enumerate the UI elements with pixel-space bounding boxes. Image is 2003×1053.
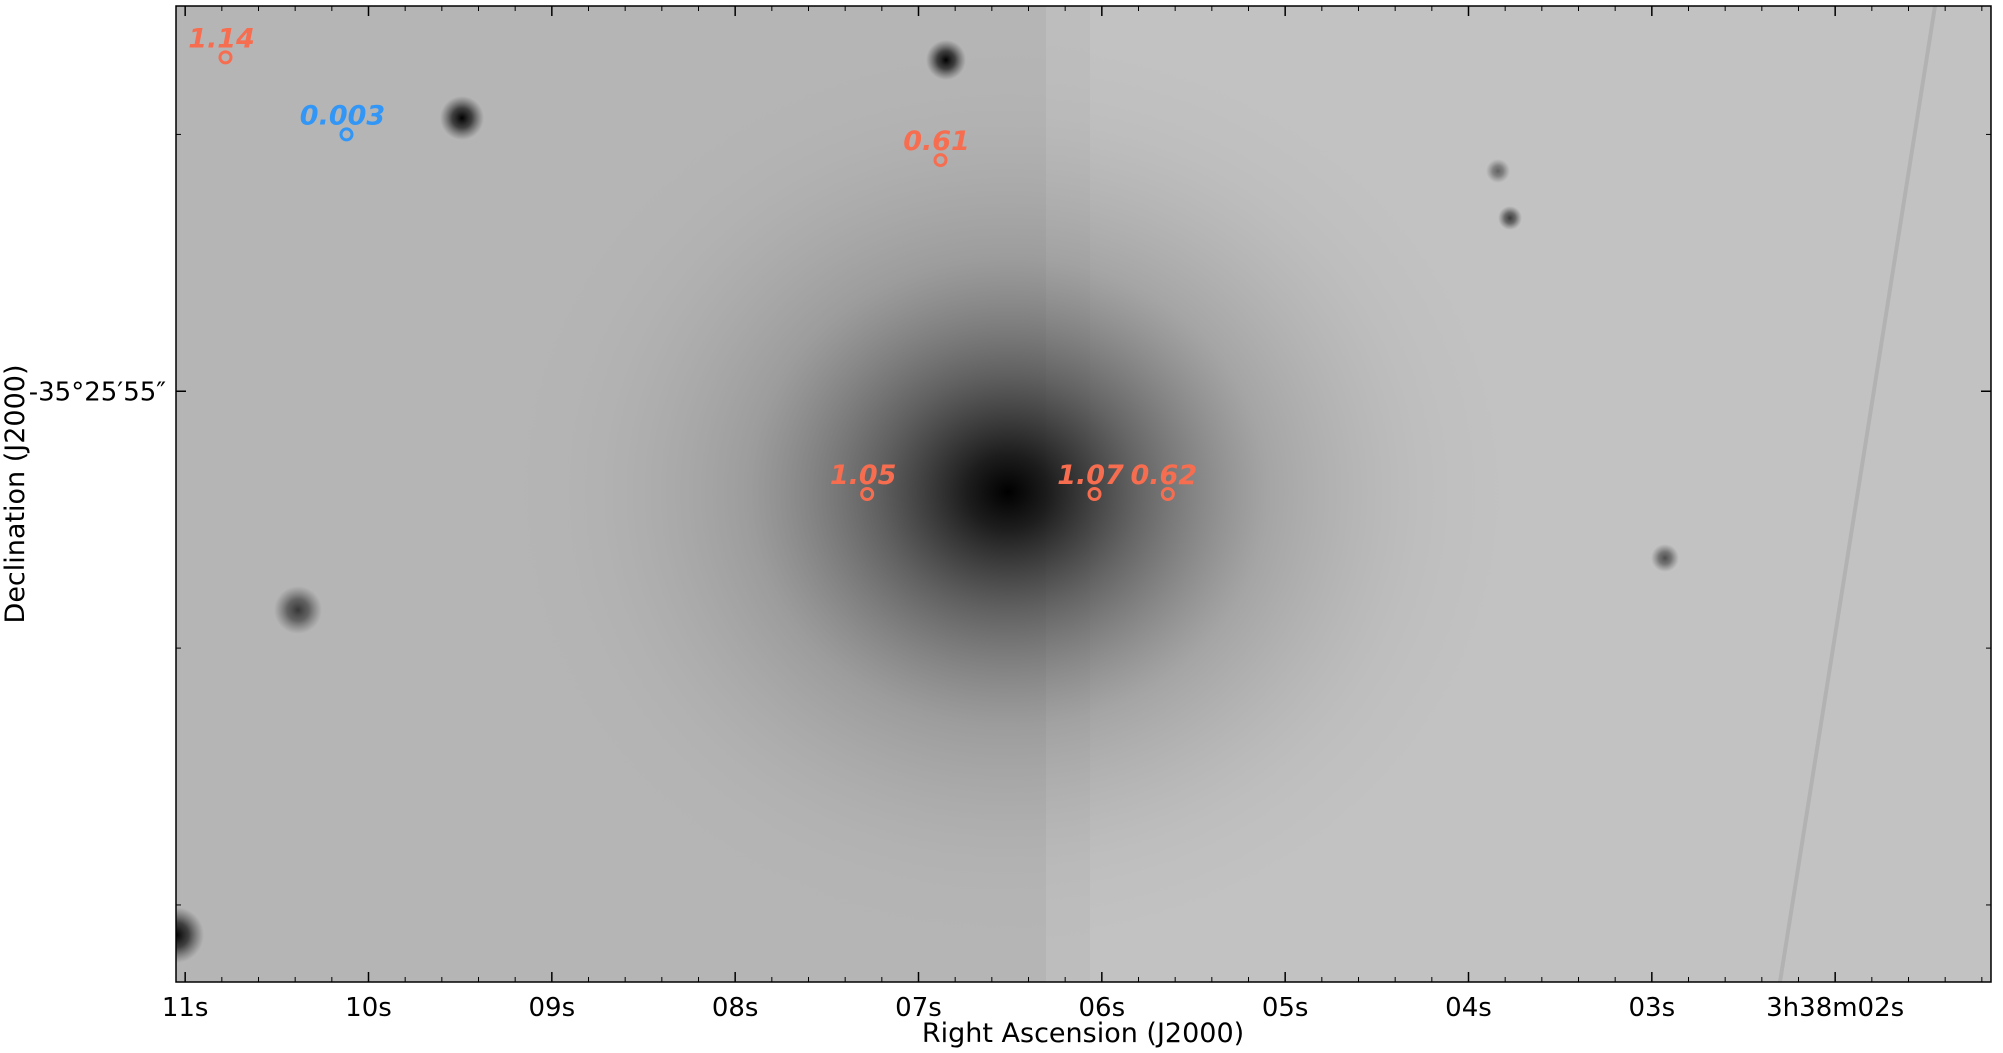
x-tick-label: 06s [1079,993,1126,1023]
orange-sources-value-label: 0.62 [1131,460,1198,491]
x-axis-title: Right Ascension (J2000) [922,1018,1244,1049]
x-tick-label: 04s [1445,993,1492,1023]
x-tick-label: 3h38m02s [1766,993,1904,1023]
y-tick-label: -35°25′55″ [29,377,167,407]
orange-sources-marker [218,50,233,65]
x-tick-label: 11s [162,993,209,1023]
orange-sources-value-label: 0.61 [903,126,970,157]
x-tick-label: 08s [712,993,759,1023]
greyscale-sky-image [176,6,1991,982]
y-axis-title: Declination (J2000) [0,365,31,624]
x-tick-label: 03s [1629,993,1676,1023]
orange-sources-value-label: 1.05 [830,460,897,491]
orange-sources-marker [1160,487,1175,501]
orange-sources-marker [1087,487,1102,501]
orange-sources-marker [860,487,875,501]
x-tick-label: 07s [895,993,942,1023]
x-tick-label: 10s [345,993,392,1023]
light-blue-sources-marker [339,127,354,142]
light-blue-sources-value-label: 0.003 [300,100,385,131]
x-tick-label: 05s [1262,993,1309,1023]
orange-sources-marker [933,153,948,168]
orange-sources-value-label: 1.14 [188,23,255,54]
x-tick-label: 09s [529,993,576,1023]
plot-frame [175,5,1992,983]
orange-sources-value-label: 1.07 [1057,460,1124,491]
